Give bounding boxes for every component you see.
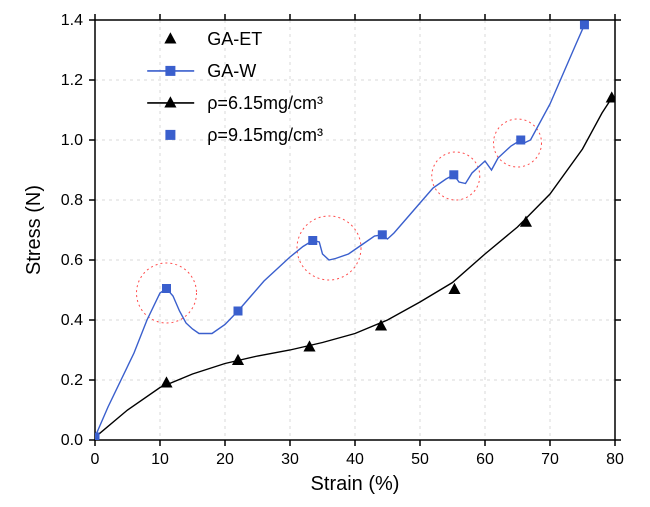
legend-label: ρ=9.15mg/cm³ [207, 125, 323, 145]
y-tick-label: 0.2 [61, 372, 83, 389]
y-tick-label: 0.8 [61, 192, 83, 209]
y-tick-label: 1.2 [61, 72, 83, 89]
x-tick-label: 0 [91, 451, 100, 468]
stress-strain-chart: 0 10 20 30 40 50 60 70 80 0.0 0.2 0.4 0.6 0.8 1.0 1.2 1.… [0, 0, 650, 507]
x-tick-label: 70 [541, 451, 559, 468]
legend-label: ρ=6.15mg/cm³ [207, 93, 323, 113]
x-tick-label: 20 [216, 451, 234, 468]
y-tick-label: 0.0 [61, 432, 83, 449]
y-tick-label: 1.4 [61, 12, 83, 29]
y-tick-label: 0.6 [61, 252, 83, 269]
y-tick-label: 1.0 [61, 132, 83, 149]
x-tick-label: 50 [411, 451, 429, 468]
x-axis-label: Strain (%) [311, 473, 400, 495]
y-axis-label: Stress (N) [23, 185, 45, 275]
x-tick-label: 60 [476, 451, 494, 468]
x-tick-label: 40 [346, 451, 364, 468]
legend-label: GA-ET [207, 29, 262, 49]
x-tick-label: 30 [281, 451, 299, 468]
y-tick-label: 0.4 [61, 312, 83, 329]
x-tick-label: 10 [151, 451, 169, 468]
legend-label: GA-W [207, 61, 256, 81]
x-tick-label: 80 [606, 451, 624, 468]
